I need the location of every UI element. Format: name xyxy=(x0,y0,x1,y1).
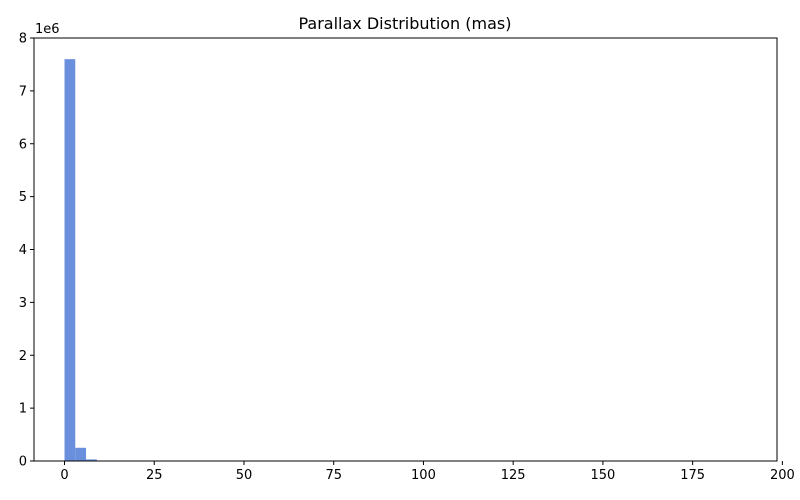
y-tick-label: 0 xyxy=(19,455,27,470)
histogram-bar-1 xyxy=(75,447,87,461)
x-tick-label: 0 xyxy=(60,468,68,483)
y-tick-label: 5 xyxy=(19,190,27,205)
y-tick-label: 7 xyxy=(19,84,27,99)
y-tick-label: 6 xyxy=(19,137,27,152)
x-tick-label: 150 xyxy=(591,468,616,483)
x-tick-label: 200 xyxy=(770,468,795,483)
y-tick-label: 1 xyxy=(19,402,27,417)
y-axis-ticks: 0 1 2 3 4 5 6 7 8 xyxy=(19,32,34,470)
bars-group xyxy=(64,59,108,462)
x-tick-label: 75 xyxy=(325,468,342,483)
chart-title: Parallax Distribution (mas) xyxy=(298,14,511,33)
histogram-bar-2 xyxy=(86,459,97,461)
y-tick-label: 2 xyxy=(19,349,27,364)
x-tick-label: 50 xyxy=(236,468,253,483)
y-tick-label: 8 xyxy=(19,32,27,47)
x-tick-label: 100 xyxy=(411,468,436,483)
y-axis-offset-label: 1e6 xyxy=(35,22,60,37)
x-tick-label: 175 xyxy=(680,468,705,483)
y-tick-label: 4 xyxy=(19,243,27,258)
x-tick-label: 25 xyxy=(146,468,163,483)
plot-frame xyxy=(33,37,778,462)
x-axis-ticks: 0 25 50 75 100 125 150 175 200 xyxy=(60,461,795,483)
y-tick-label: 3 xyxy=(19,296,27,311)
x-tick-label: 125 xyxy=(501,468,526,483)
histogram-bar-0 xyxy=(64,59,76,462)
